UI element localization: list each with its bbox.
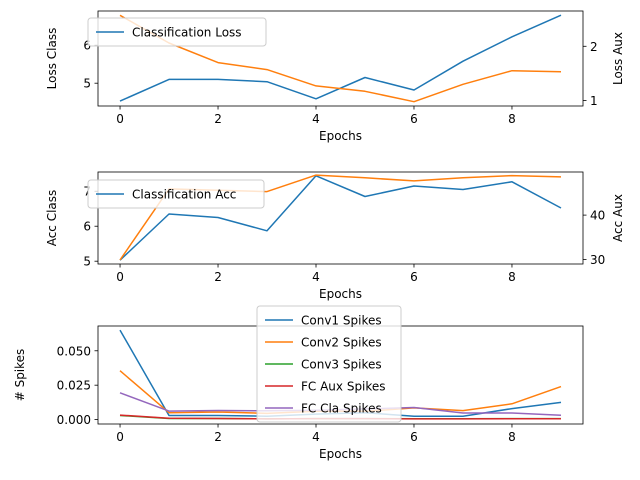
x-tick-label: 2 <box>214 270 222 284</box>
legend: Conv1 Spikes Conv2 Spikes Conv3 Spikes FC A… <box>256 305 402 423</box>
legend-label: Conv3 Spikes <box>301 358 382 372</box>
x-tick-label: 2 <box>214 430 222 444</box>
y-axis-label: # Spikes <box>13 349 27 402</box>
legend-box <box>87 179 265 209</box>
plot-frame <box>97 171 584 265</box>
legend-label: FC Cla Spikes <box>301 402 382 416</box>
x-tick-label: 0 <box>116 112 124 126</box>
y-tick-label: 0.025 <box>57 379 91 393</box>
x-tick-label: 8 <box>508 112 516 126</box>
series-line-classification-acc <box>119 175 562 261</box>
y2-tick-label: 1 <box>590 94 598 108</box>
x-tick-label: 4 <box>312 430 320 444</box>
y2-tick-label: 40 <box>590 209 605 223</box>
x-tick-label: 6 <box>410 270 418 284</box>
plot-frame <box>97 10 584 107</box>
x-tick-label: 8 <box>508 270 516 284</box>
legend: Classification Loss <box>87 17 267 47</box>
x-axis-label: Epochs <box>319 287 362 301</box>
x-tick-label: 0 <box>116 270 124 284</box>
y-tick-label: 0.000 <box>57 413 91 427</box>
legend-box <box>87 17 267 47</box>
y2-tick-label: 30 <box>590 253 605 267</box>
x-tick-label: 6 <box>410 112 418 126</box>
y-axis-label: Loss Class <box>45 28 59 90</box>
x-tick-label: 4 <box>312 112 320 126</box>
x-axis-label: Epochs <box>319 129 362 143</box>
y-tick-label: 5 <box>83 255 91 269</box>
legend-label: FC Aux Spikes <box>301 380 386 394</box>
y2-axis-label: Acc Aux <box>611 194 625 242</box>
chart-panel-2: 0 2 4 6 8 Epochs 5 6 7 Acc Class 30 40 Acc Aux Classi… <box>45 171 625 301</box>
legend-label: Conv1 Spikes <box>301 314 382 328</box>
x-tick-label: 8 <box>508 430 516 444</box>
y2-tick-label: 2 <box>590 40 598 54</box>
legend-label: Classification Acc <box>132 188 236 202</box>
x-tick-label: 2 <box>214 112 222 126</box>
legend-label: Conv2 Spikes <box>301 336 382 350</box>
chart-panel-3: 0 2 4 6 8 Epochs 0.000 0.025 0.050 # Spikes Conv1 … <box>13 305 584 461</box>
x-tick-label: 0 <box>116 430 124 444</box>
series-line-right-axis-1 <box>119 14 562 103</box>
y-tick-label: 7 <box>83 185 91 199</box>
y-tick-label: 6 <box>83 39 91 53</box>
legend-box <box>256 305 402 423</box>
x-tick-label: 6 <box>410 430 418 444</box>
legend: Classification Acc <box>87 179 265 209</box>
x-axis-label: Epochs <box>319 447 362 461</box>
y-tick-label: 5 <box>83 77 91 91</box>
chart-panel-1: 0 2 4 6 8 Epochs 5 6 Loss Class 1 2 Loss Aux Classif… <box>45 10 625 143</box>
x-tick-label: 4 <box>312 270 320 284</box>
y-axis-label: Acc Class <box>45 190 59 247</box>
y-tick-label: 6 <box>83 220 91 234</box>
legend-label: Classification Loss <box>132 26 242 40</box>
y2-axis-label: Loss Aux <box>611 32 625 85</box>
y-tick-label: 0.050 <box>57 344 91 358</box>
